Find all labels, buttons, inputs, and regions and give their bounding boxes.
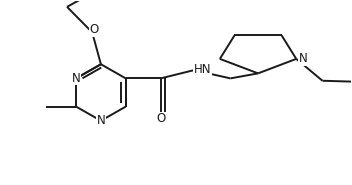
Text: N: N [96,114,105,127]
Text: O: O [89,23,99,36]
Text: HN: HN [194,63,211,76]
Text: N: N [299,52,308,65]
Text: O: O [156,112,165,125]
Text: N: N [72,72,81,85]
